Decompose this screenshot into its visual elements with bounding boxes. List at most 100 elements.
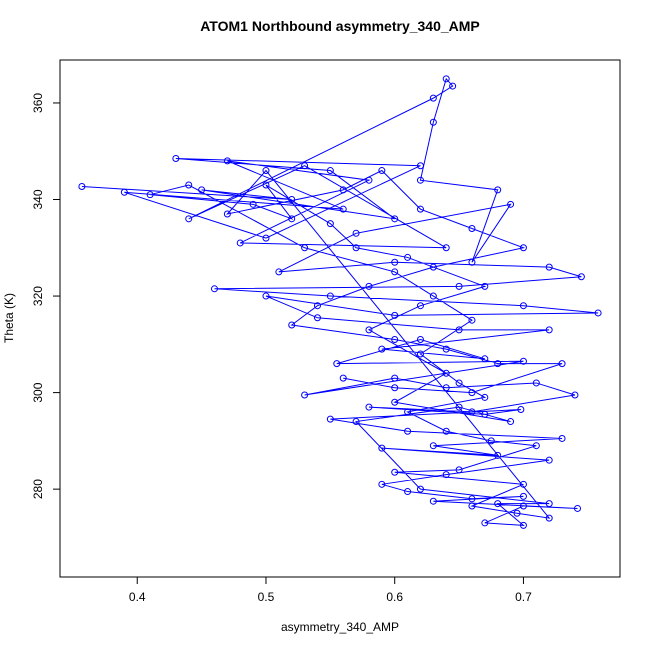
point xyxy=(429,442,437,450)
point xyxy=(288,196,296,204)
point xyxy=(442,244,450,252)
point xyxy=(416,335,424,343)
point xyxy=(313,314,321,322)
point xyxy=(378,167,386,175)
point xyxy=(455,326,463,334)
point xyxy=(468,408,476,416)
point xyxy=(185,181,193,189)
point xyxy=(429,497,437,505)
point xyxy=(339,374,347,382)
point xyxy=(404,408,412,416)
point xyxy=(249,200,257,208)
point xyxy=(262,292,270,300)
point xyxy=(507,418,515,426)
point xyxy=(288,215,296,223)
point xyxy=(120,188,128,196)
point xyxy=(326,167,334,175)
point xyxy=(519,521,527,529)
point xyxy=(391,268,399,276)
point xyxy=(185,215,193,223)
point xyxy=(571,391,579,399)
point xyxy=(468,224,476,232)
point xyxy=(326,220,334,228)
point xyxy=(481,282,489,290)
point xyxy=(223,210,231,218)
point xyxy=(519,302,527,310)
point xyxy=(468,316,476,324)
point xyxy=(339,186,347,194)
point xyxy=(468,502,476,510)
point xyxy=(301,162,309,170)
point xyxy=(494,186,502,194)
point xyxy=(416,485,424,493)
point xyxy=(455,379,463,387)
point xyxy=(391,311,399,319)
point xyxy=(146,191,154,199)
point xyxy=(507,200,515,208)
point xyxy=(519,502,527,510)
y-tick-label: 340 xyxy=(31,189,45,209)
point xyxy=(429,118,437,126)
point xyxy=(198,186,206,194)
point xyxy=(442,75,450,83)
point xyxy=(172,154,180,162)
point xyxy=(391,468,399,476)
point xyxy=(333,360,341,368)
point xyxy=(378,345,386,353)
point xyxy=(481,393,489,401)
point xyxy=(532,379,540,387)
point xyxy=(416,162,424,170)
point xyxy=(468,258,476,266)
point xyxy=(481,519,489,527)
point xyxy=(513,509,521,517)
point xyxy=(468,495,476,503)
point xyxy=(442,345,450,353)
y-tick-label: 300 xyxy=(31,382,45,402)
point xyxy=(455,466,463,474)
point xyxy=(223,157,231,165)
point xyxy=(468,389,476,397)
point xyxy=(532,442,540,450)
point xyxy=(416,302,424,310)
point xyxy=(365,282,373,290)
point xyxy=(404,488,412,496)
point xyxy=(391,335,399,343)
point xyxy=(288,321,296,329)
point xyxy=(577,273,585,281)
y-tick-label: 360 xyxy=(31,93,45,113)
point xyxy=(262,234,270,242)
point xyxy=(391,398,399,406)
x-tick-label: 0.6 xyxy=(386,590,403,604)
y-tick-label: 280 xyxy=(31,479,45,499)
point xyxy=(429,292,437,300)
point xyxy=(455,282,463,290)
point xyxy=(481,410,489,418)
point xyxy=(326,415,334,423)
point xyxy=(442,471,450,479)
point xyxy=(442,427,450,435)
point xyxy=(262,181,270,189)
point xyxy=(391,258,399,266)
point xyxy=(545,326,553,334)
point xyxy=(391,215,399,223)
point xyxy=(545,514,553,522)
point xyxy=(210,285,218,293)
point xyxy=(545,500,553,508)
point xyxy=(352,418,360,426)
point xyxy=(404,253,412,261)
point xyxy=(519,492,527,500)
point xyxy=(494,451,502,459)
point xyxy=(574,504,582,512)
point xyxy=(391,374,399,382)
series-line xyxy=(81,77,599,526)
point xyxy=(391,384,399,392)
point xyxy=(236,239,244,247)
point xyxy=(404,427,412,435)
point xyxy=(519,480,527,488)
point xyxy=(275,268,283,276)
point xyxy=(558,360,566,368)
point xyxy=(365,403,373,411)
point xyxy=(487,437,495,445)
point xyxy=(449,82,457,90)
